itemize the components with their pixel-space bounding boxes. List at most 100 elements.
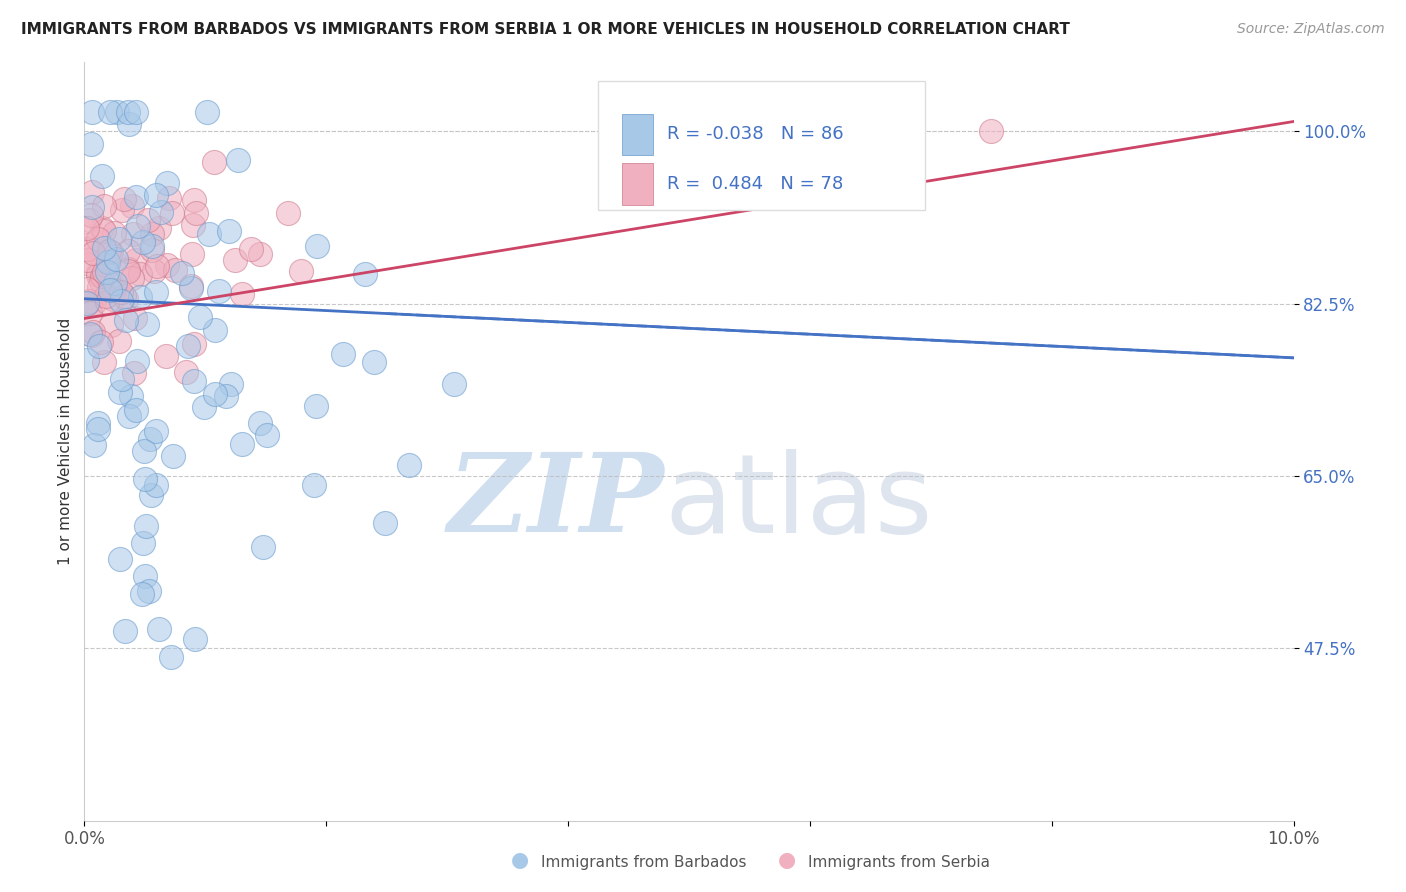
Point [142,264,165,278]
Point [354,268,377,282]
Point [181,219,204,233]
Point [87,280,110,294]
Point [180,281,202,295]
Point [125,403,148,417]
Point [120,389,142,403]
Point [108,334,131,348]
Point [183,336,205,351]
Point [131,235,153,250]
Point [363,354,385,368]
Point [207,284,229,298]
Point [108,384,131,399]
Point [80,104,103,119]
Point [111,372,134,386]
Point [134,472,156,486]
Point [131,536,153,550]
Point [197,227,219,242]
Point [108,232,131,246]
Point [115,313,138,327]
Point [136,213,159,227]
Point [104,252,127,267]
Point [252,540,274,554]
Text: ●: ● [512,850,529,870]
Point [277,206,299,220]
Point [105,104,128,119]
Point [162,449,184,463]
Text: Immigrants from Serbia: Immigrants from Serbia [808,855,990,870]
Point [219,376,242,391]
Point [332,347,354,361]
Point [117,244,139,258]
Point [79,294,101,309]
Point [93,199,115,213]
Point [93,241,115,255]
Point [98,283,121,297]
Point [160,206,183,220]
Point [103,226,125,240]
Point [117,262,139,277]
Point [157,191,180,205]
Point [202,155,225,169]
Point [80,207,103,221]
Point [155,349,177,363]
Point [76,242,98,256]
Point [118,117,141,131]
Point [145,478,167,492]
Text: ZIP: ZIP [449,449,665,556]
Point [374,516,396,530]
Point [165,262,187,277]
Point [93,265,115,279]
Point [112,192,135,206]
Point [76,252,98,267]
Point [79,306,101,320]
Point [125,104,148,119]
Point [83,438,105,452]
Text: Immigrants from Barbados: Immigrants from Barbados [541,855,747,870]
Point [177,339,200,353]
Point [110,285,132,300]
Point [204,322,226,336]
Y-axis label: 1 or more Vehicles in Household: 1 or more Vehicles in Household [58,318,73,566]
Point [398,458,420,473]
Point [112,289,135,303]
Point [87,422,110,436]
Point [94,288,117,302]
Point [443,377,465,392]
Point [76,282,98,296]
Point [145,285,167,299]
Point [76,238,98,252]
Point [98,104,121,119]
Point [240,243,263,257]
Point [145,187,167,202]
Point [96,265,118,279]
FancyBboxPatch shape [623,113,652,155]
Point [204,387,226,401]
Point [183,194,205,208]
Point [218,224,240,238]
Point [135,518,157,533]
Point [231,286,253,301]
Point [90,169,112,184]
Point [87,268,110,283]
Text: IMMIGRANTS FROM BARBADOS VS IMMIGRANTS FROM SERBIA 1 OR MORE VEHICLES IN HOUSEHO: IMMIGRANTS FROM BARBADOS VS IMMIGRANTS F… [21,22,1070,37]
Point [124,367,146,381]
Point [226,153,249,168]
Point [249,247,271,261]
Point [90,274,112,288]
Point [138,432,160,446]
Point [87,264,110,278]
Point [231,436,253,450]
Point [193,400,215,414]
Point [125,190,148,204]
Point [150,205,173,219]
Point [110,294,132,309]
Point [180,279,202,293]
Point [134,569,156,583]
Point [127,219,149,233]
Point [80,200,103,214]
Point [141,239,163,253]
Point [79,257,101,271]
Point [96,295,118,310]
Point [82,325,104,339]
Point [80,328,103,343]
